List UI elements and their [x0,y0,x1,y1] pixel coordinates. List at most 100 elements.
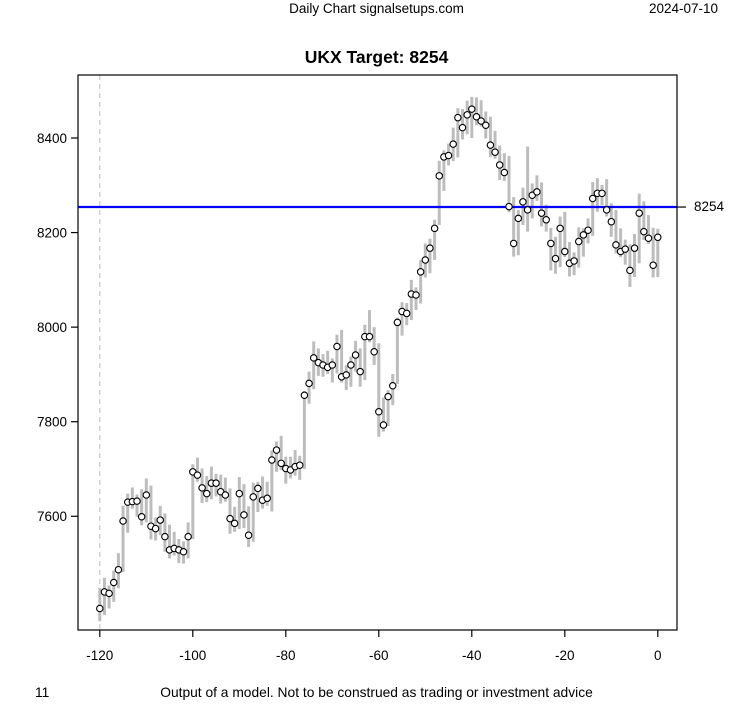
close-marker [393,318,402,327]
close-marker [477,117,485,125]
close-marker [203,489,211,498]
close-marker [551,254,560,263]
close-marker [426,244,434,252]
close-marker [495,161,504,169]
close-marker [607,217,616,226]
close-marker [547,239,555,248]
close-marker [277,459,285,468]
close-marker [640,227,648,236]
close-marker [263,494,271,503]
close-marker [486,141,495,149]
close-marker [454,113,462,122]
close-marker [561,247,569,256]
close-marker [388,382,397,390]
header-title: Daily Chart signalsetups.com [289,1,464,16]
close-marker [598,189,606,198]
close-marker [402,309,411,318]
close-marker [612,241,620,249]
close-marker [151,524,160,533]
close-marker [356,367,364,376]
x-tick-label: -120 [86,648,113,663]
y-tick-label: 7600 [37,509,67,524]
close-marker [333,342,341,351]
close-marker [133,497,141,505]
close-marker [365,332,374,341]
close-marker [119,517,127,525]
close-marker [254,484,262,493]
close-marker [156,516,165,524]
close-marker [472,112,481,121]
x-tick-label: -40 [462,648,482,663]
close-marker [542,216,550,224]
close-marker [579,231,588,239]
close-marker [500,168,509,177]
close-marker [110,578,118,587]
page-number: 11 [35,685,50,700]
x-tick-label: -60 [369,648,389,663]
close-marker [249,493,258,501]
close-marker [533,188,541,196]
chart-main-title: UKX Target: 8254 [304,47,449,67]
y-tick-label: 7800 [37,415,67,430]
close-marker [198,484,206,492]
close-marker [449,140,457,148]
header-date: 2024-07-10 [648,1,718,16]
close-marker [556,224,564,233]
close-marker [184,532,192,541]
close-marker [621,245,629,253]
close-marker [268,456,276,464]
close-marker [379,421,388,429]
close-marker [309,354,318,362]
close-marker [305,379,313,388]
close-marker [654,233,662,242]
close-marker [574,237,583,246]
x-tick-label: -80 [276,648,296,663]
close-marker [514,214,523,223]
close-marker [96,604,104,613]
close-marker [328,361,337,369]
close-marker [584,226,592,234]
plot-border [77,74,678,631]
close-marker [523,206,532,214]
close-marker [375,408,383,416]
close-marker [384,392,392,401]
close-marker [272,446,281,454]
close-marker [519,198,527,206]
close-marker [509,239,518,248]
close-marker [105,589,113,598]
close-marker [468,105,476,113]
close-marker [240,511,248,519]
close-marker [351,351,360,359]
close-marker [481,121,490,129]
y-tick-label: 8400 [37,131,67,146]
close-marker [444,151,453,160]
close-marker [430,224,439,233]
close-marker [626,266,634,275]
y-tick-label: 8000 [37,320,67,335]
close-marker [635,209,643,217]
close-marker [602,206,611,214]
close-marker [649,261,657,269]
close-marker [295,461,304,469]
close-marker [491,148,499,156]
close-marker [193,471,202,479]
close-marker [347,361,355,369]
close-marker [244,531,253,539]
y-tick-label: 8200 [37,225,67,240]
close-marker [463,111,471,119]
close-marker [226,514,234,523]
close-marker [221,491,230,499]
x-tick-label: -20 [555,648,575,663]
close-marker [342,371,350,379]
close-marker [114,565,123,574]
close-marker [416,268,425,276]
close-marker [644,234,653,242]
close-marker [458,123,467,132]
close-marker [235,489,244,498]
close-marker [142,491,151,499]
close-marker [505,202,513,211]
close-marker [230,519,239,528]
close-marker [570,257,578,265]
